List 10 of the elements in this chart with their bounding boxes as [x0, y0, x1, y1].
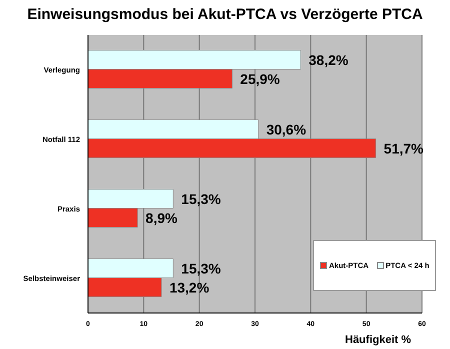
data-label: 13,2%	[169, 279, 210, 296]
data-label: 38,2%	[308, 52, 349, 68]
data-label: 15,3%	[181, 190, 222, 207]
data-label: 51,7%	[384, 140, 424, 156]
data-label: 25,9%	[240, 70, 280, 87]
chart-title: Einweisungsmodus bei Akut-PTCA vs Verzögerte PTCA	[26, 6, 424, 23]
data-label: 30,6%	[266, 121, 307, 138]
x-axis-title: Häufigkeit %	[345, 334, 412, 346]
data-label: 8,9%	[146, 210, 178, 226]
data-label: 15,3%	[181, 260, 222, 276]
